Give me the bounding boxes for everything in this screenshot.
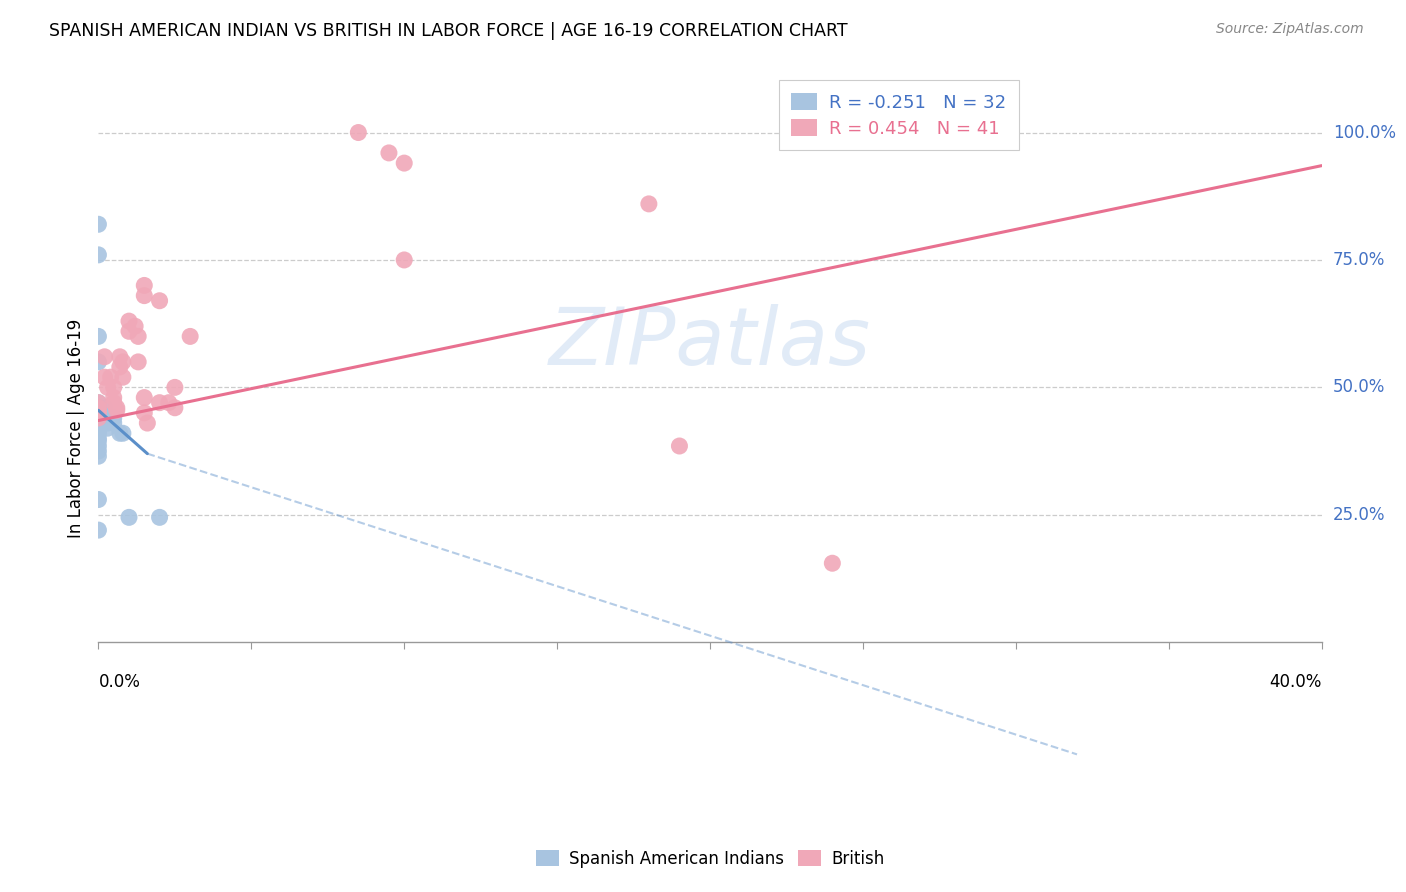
Point	[87, 416, 110, 430]
Text: SPANISH AMERICAN INDIAN VS BRITISH IN LABOR FORCE | AGE 16-19 CORRELATION CHART: SPANISH AMERICAN INDIAN VS BRITISH IN LA…	[49, 22, 848, 40]
Point	[103, 395, 125, 409]
Point	[347, 126, 370, 140]
Point	[87, 403, 110, 417]
Point	[87, 424, 110, 438]
Text: 75.0%: 75.0%	[1333, 251, 1385, 269]
Point	[87, 395, 110, 409]
Point	[134, 406, 156, 420]
Point	[87, 439, 110, 453]
Point	[124, 319, 146, 334]
Point	[127, 329, 149, 343]
Point	[87, 409, 110, 423]
Point	[179, 329, 201, 343]
Point	[108, 350, 131, 364]
Point	[97, 416, 120, 430]
Point	[163, 380, 186, 394]
Point	[111, 370, 134, 384]
Point	[127, 355, 149, 369]
Point	[149, 293, 172, 308]
Point	[136, 416, 159, 430]
Point	[87, 401, 110, 415]
Point	[87, 329, 110, 343]
Point	[87, 401, 110, 415]
Point	[157, 395, 180, 409]
Point	[821, 556, 844, 570]
Point	[87, 426, 110, 441]
Point	[134, 391, 156, 405]
Point	[118, 324, 141, 338]
Point	[134, 288, 156, 302]
Point	[149, 395, 172, 409]
Text: ZIPatlas: ZIPatlas	[548, 303, 872, 382]
Point	[87, 217, 110, 231]
Text: 40.0%: 40.0%	[1270, 673, 1322, 690]
Point	[97, 411, 120, 425]
Y-axis label: In Labor Force | Age 16-19: In Labor Force | Age 16-19	[66, 318, 84, 538]
Point	[103, 416, 125, 430]
Point	[392, 156, 416, 170]
Point	[87, 248, 110, 262]
Text: 50.0%: 50.0%	[1333, 378, 1385, 396]
Point	[100, 370, 122, 384]
Point	[87, 523, 110, 537]
Point	[97, 380, 120, 394]
Text: 100.0%: 100.0%	[1333, 123, 1396, 142]
Point	[87, 411, 110, 425]
Point	[97, 421, 120, 435]
Point	[103, 391, 125, 405]
Point	[103, 380, 125, 394]
Point	[163, 401, 186, 415]
Point	[111, 426, 134, 441]
Point	[108, 359, 131, 374]
Point	[392, 252, 416, 267]
Point	[87, 431, 110, 445]
Point	[105, 403, 128, 417]
Point	[105, 401, 128, 415]
Legend: Spanish American Indians, British: Spanish American Indians, British	[529, 843, 891, 874]
Point	[668, 439, 690, 453]
Point	[108, 426, 131, 441]
Point	[87, 449, 110, 463]
Point	[103, 411, 125, 425]
Point	[87, 395, 110, 409]
Text: 25.0%: 25.0%	[1333, 506, 1385, 524]
Point	[87, 411, 110, 425]
Point	[378, 145, 401, 160]
Point	[87, 418, 110, 433]
Point	[87, 413, 110, 427]
Point	[87, 406, 110, 420]
Point	[118, 314, 141, 328]
Point	[87, 355, 110, 369]
Point	[93, 401, 115, 415]
Point	[87, 434, 110, 448]
Point	[134, 278, 156, 293]
Point	[93, 370, 115, 384]
Point	[87, 406, 110, 420]
Point	[93, 350, 115, 364]
Point	[111, 355, 134, 369]
Point	[87, 492, 110, 507]
Point	[87, 444, 110, 458]
Point	[93, 409, 115, 423]
Point	[637, 197, 661, 211]
Point	[149, 510, 172, 524]
Text: Source: ZipAtlas.com: Source: ZipAtlas.com	[1216, 22, 1364, 37]
Text: 0.0%: 0.0%	[98, 673, 141, 690]
Point	[118, 510, 141, 524]
